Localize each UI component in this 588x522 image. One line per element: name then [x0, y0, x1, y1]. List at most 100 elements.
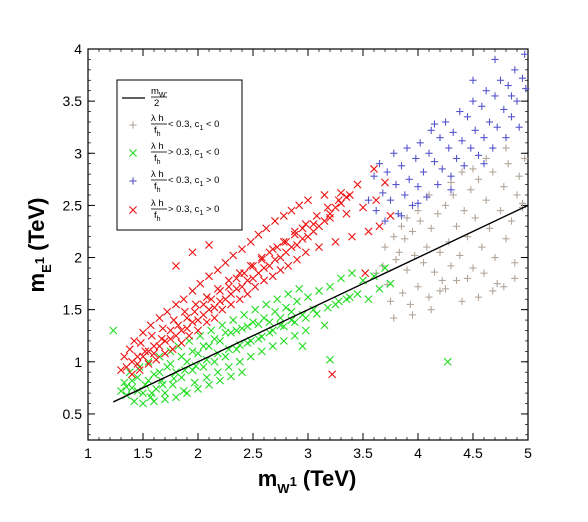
data-point-series-2 — [205, 380, 213, 389]
x-tick-label: 3.5 — [353, 445, 373, 461]
data-point-series-4 — [216, 297, 224, 306]
data-point-series-3 — [521, 50, 529, 58]
legend-denominator: fh — [154, 125, 161, 138]
y-tick-label: 4 — [74, 41, 82, 57]
data-point-series-2 — [320, 321, 329, 330]
data-point-series-2 — [290, 331, 299, 340]
data-point-series-3 — [507, 113, 516, 121]
x-axis-label: mW1 (TeV) — [258, 466, 357, 496]
data-point-series-4 — [381, 178, 389, 187]
data-point-series-3 — [471, 126, 479, 134]
data-point-series-1 — [460, 207, 468, 215]
legend-denominator: 2 — [154, 98, 159, 109]
data-point-series-2 — [337, 274, 345, 283]
data-point-series-1 — [456, 251, 464, 260]
data-point-series-4 — [210, 314, 219, 322]
legend-denominator: fh — [154, 210, 161, 223]
data-point-series-4 — [179, 295, 188, 304]
data-point-series-2 — [323, 303, 332, 312]
legend-box — [116, 79, 243, 231]
data-point-series-4 — [301, 220, 310, 229]
data-point-series-1 — [408, 227, 417, 236]
data-point-series-2 — [290, 318, 299, 327]
data-point-series-3 — [423, 193, 431, 201]
data-point-series-1 — [390, 233, 398, 241]
data-point-series-4 — [152, 355, 161, 364]
data-point-series-3 — [370, 172, 378, 180]
data-point-series-2 — [227, 372, 235, 381]
data-point-series-3 — [390, 149, 398, 157]
data-point-series-1 — [403, 266, 411, 274]
data-point-series-2 — [268, 342, 277, 351]
legend-condition: < 0.3, c1 < 0 — [168, 119, 219, 132]
data-point-series-3 — [467, 144, 475, 152]
data-point-series-1 — [406, 300, 414, 309]
data-point-series-3 — [469, 76, 477, 84]
legend-denominator: fh — [154, 153, 161, 166]
data-point-series-4 — [232, 274, 241, 283]
data-point-series-2 — [188, 347, 197, 356]
data-point-series-1 — [449, 191, 457, 199]
x-tick-label: 1.5 — [133, 445, 153, 461]
data-point-series-4 — [331, 237, 340, 246]
data-point-series-4 — [287, 243, 296, 252]
data-point-series-1 — [395, 248, 403, 256]
data-point-series-2 — [139, 389, 147, 398]
data-point-series-3 — [518, 74, 527, 82]
data-point-series-2 — [199, 342, 208, 351]
data-point-series-2 — [276, 314, 285, 322]
data-point-series-2 — [238, 368, 246, 377]
data-point-series-2 — [207, 326, 216, 335]
data-point-series-3 — [430, 158, 439, 166]
data-point-series-1 — [463, 274, 472, 282]
data-point-series-1 — [408, 311, 417, 319]
data-point-series-4 — [128, 370, 136, 379]
data-point-series-1 — [434, 210, 442, 218]
data-point-series-1 — [390, 314, 398, 322]
data-point-series-3 — [463, 113, 472, 121]
data-point-series-3 — [392, 180, 400, 189]
data-point-series-4 — [221, 258, 230, 267]
data-point-series-2 — [161, 395, 169, 404]
data-point-series-2 — [183, 389, 191, 398]
data-point-series-4 — [155, 314, 164, 322]
data-point-series-1 — [504, 160, 512, 168]
data-point-series-3 — [478, 102, 486, 110]
data-point-series-2 — [246, 352, 255, 361]
data-point-series-2 — [443, 357, 452, 366]
data-point-series-4 — [364, 227, 373, 236]
data-point-series-1 — [447, 178, 455, 187]
data-point-series-4 — [202, 293, 211, 302]
data-point-series-4 — [169, 316, 178, 325]
data-point-series-2 — [262, 300, 271, 309]
data-point-series-1 — [441, 201, 450, 209]
data-point-series-4 — [295, 201, 304, 210]
data-point-series-2 — [375, 284, 384, 293]
data-point-series-4 — [188, 286, 197, 295]
data-point-series-4 — [246, 261, 255, 270]
legend-numerator: mW' — [151, 86, 167, 99]
data-point-series-2 — [139, 399, 147, 408]
data-point-series-1 — [511, 274, 519, 282]
data-point-series-3 — [414, 199, 422, 207]
data-point-series-3 — [513, 97, 521, 105]
data-point-series-3 — [379, 189, 387, 197]
data-point-series-2 — [224, 363, 233, 372]
data-point-series-2 — [282, 303, 290, 312]
data-point-series-1 — [485, 224, 494, 232]
data-point-series-3 — [364, 196, 373, 204]
data-point-series-4 — [177, 326, 186, 335]
data-point-series-1 — [513, 191, 521, 199]
x-tick-label: 4 — [414, 445, 422, 461]
axis-ticks: 1 1.5 2 2.5 3 3.5 4 4.5 5 0.5 1 1.5 2 2.5 3 3.5 4 — [63, 41, 533, 461]
data-point-series-2 — [249, 318, 257, 327]
data-point-series-2 — [257, 347, 266, 356]
data-point-series-1 — [482, 196, 490, 204]
data-point-series-2 — [109, 326, 118, 335]
data-point-series-3 — [419, 168, 428, 176]
data-point-series-4 — [161, 336, 169, 345]
data-point-series-1 — [419, 259, 428, 267]
data-point-series-4 — [144, 347, 153, 356]
data-point-series-2 — [334, 297, 343, 306]
data-point-series-2 — [304, 293, 312, 302]
